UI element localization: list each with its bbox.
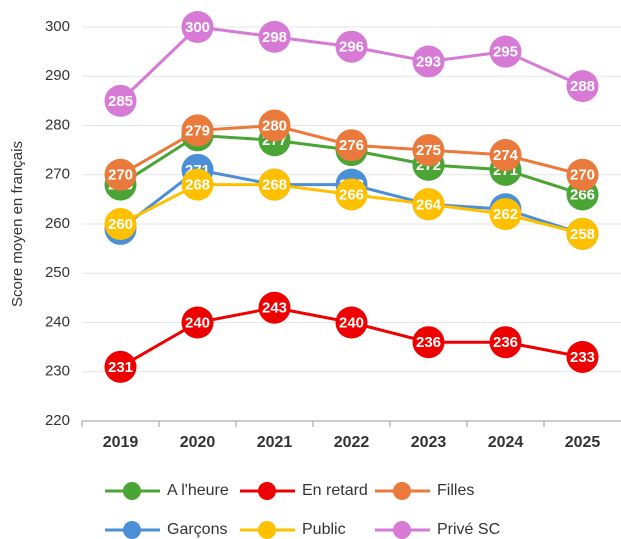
legend-marker [123,482,141,500]
data-point [412,188,445,221]
data-point [489,198,522,231]
x-tick-label: 2020 [180,434,216,451]
legend-label: Filles [437,482,474,499]
data-point [489,326,522,359]
data-point [104,350,137,383]
x-tick-label: 2019 [103,434,139,451]
data-label: 236 [493,334,518,351]
y-tick-label: 230 [45,363,70,380]
data-point [335,178,368,211]
y-tick-label: 240 [45,313,70,330]
data-point [181,168,214,201]
data-label: 285 [108,93,133,110]
y-tick-label: 260 [45,215,70,232]
x-tick-label: 2022 [334,434,370,451]
data-label: 240 [185,314,210,331]
data-label: 288 [570,78,595,95]
y-tick-label: 270 [45,166,70,183]
data-point [566,217,599,250]
x-tick-label: 2021 [257,434,293,451]
data-label: 270 [570,167,595,184]
data-label: 266 [570,186,595,203]
data-label: 260 [108,216,133,233]
data-label: 293 [416,53,441,70]
data-point [181,11,214,43]
y-tick-label: 220 [45,412,70,429]
data-label: 240 [339,314,364,331]
data-point [412,134,445,167]
data-point [104,208,137,240]
data-label: 266 [339,186,364,203]
data-point [258,291,291,324]
data-point [258,20,291,53]
data-point [412,45,445,78]
legend-marker [258,521,276,539]
data-label: 275 [416,142,441,159]
data-label: 279 [185,122,210,139]
data-point [258,168,291,201]
data-label: 270 [108,167,133,184]
data-point [104,84,137,117]
data-point [489,35,522,68]
x-tick-label: 2025 [565,434,601,451]
data-label: 296 [339,39,364,56]
data-label: 276 [339,137,364,154]
data-point [335,30,368,63]
y-tick-label: 280 [45,116,70,133]
data-point [335,306,368,339]
legend-label: Privé SC [437,521,500,538]
data-point [566,158,599,191]
data-point [489,139,522,172]
x-tick-label: 2024 [488,434,524,451]
y-axis-label: Score moyen en français [9,141,26,307]
data-point [258,109,291,142]
data-label: 268 [185,177,210,194]
data-label: 233 [570,349,595,366]
legend-label: Garçons [167,521,227,538]
data-point [412,326,445,359]
data-label: 268 [262,177,287,194]
data-point [181,114,214,147]
data-label: 295 [493,44,518,61]
data-label: 298 [262,29,287,46]
y-tick-label: 250 [45,264,70,281]
legend-label: En retard [302,482,368,499]
x-tick-label: 2023 [411,434,447,451]
data-label: 280 [262,117,287,134]
data-label: 300 [185,19,210,36]
data-point [566,340,599,373]
data-label: 262 [493,206,518,223]
legend-label: A l'heure [167,482,229,499]
data-label: 236 [416,334,441,351]
y-tick-label: 300 [45,18,70,35]
data-label: 258 [570,226,595,243]
data-point [181,306,214,339]
data-point [566,70,599,103]
data-label: 243 [262,300,287,317]
legend-marker [123,521,141,539]
data-point [104,158,137,191]
legend-label: Public [302,521,346,538]
data-label: 274 [493,147,519,164]
data-point [335,129,368,162]
data-label: 264 [416,196,442,213]
legend-marker [393,482,411,500]
legend-marker [393,521,411,539]
y-tick-label: 290 [45,67,70,84]
data-label: 231 [108,359,133,376]
legend-marker [258,482,276,500]
